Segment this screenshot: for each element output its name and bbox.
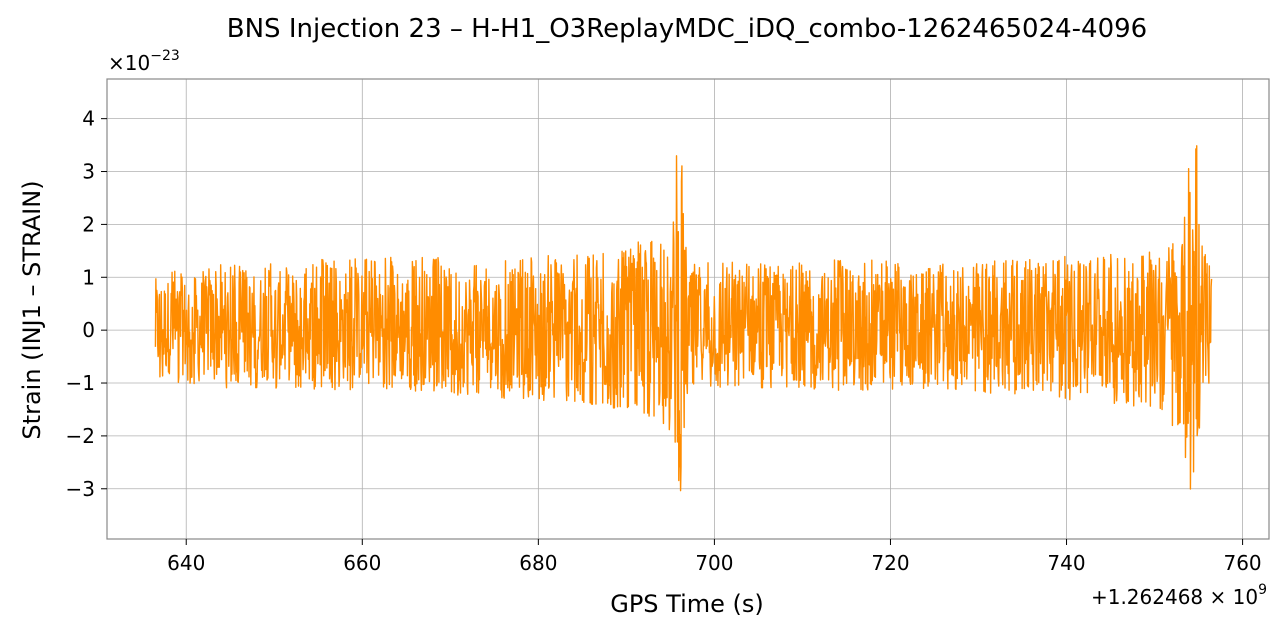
y-tick-label: −1 (66, 371, 95, 395)
y-tick-label: 1 (82, 265, 95, 289)
y-tick-labels: −3 −2 −1 0 1 2 3 4 (66, 107, 95, 501)
y-axis-multiplier-base: ×10 (108, 51, 150, 75)
x-tick-label: 720 (871, 551, 909, 575)
x-tick-labels: 640 660 680 700 720 740 760 (167, 551, 1262, 575)
x-axis-offset-base: +1.262468 × 10 (1091, 585, 1258, 609)
series-line (154, 145, 1213, 492)
x-axis-label: GPS Time (s) (610, 590, 764, 618)
x-tick-label: 740 (1047, 551, 1085, 575)
y-tick-label: −3 (66, 477, 95, 501)
plot-frame (106, 78, 1270, 540)
y-tick-label: −2 (66, 424, 95, 448)
x-tick-label: 640 (167, 551, 205, 575)
y-axis-label: Strain (INJ1 – STRAIN) (18, 180, 46, 439)
y-tick-label: 0 (82, 318, 95, 342)
y-tick-label: 2 (82, 212, 95, 236)
tick-marks (101, 118, 1244, 545)
y-tick-label: 4 (82, 107, 95, 131)
x-tick-label: 760 (1223, 551, 1261, 575)
x-tick-label: 700 (695, 551, 733, 575)
x-tick-label: 680 (519, 551, 557, 575)
x-axis-offset: +1.262468 × 109 (1091, 582, 1267, 609)
y-axis-multiplier-exponent: −23 (150, 48, 180, 64)
y-tick-label: 3 (82, 160, 95, 184)
chart-title: BNS Injection 23 – H-H1_O3ReplayMDC_iDQ_… (227, 14, 1147, 44)
y-axis-multiplier: ×10−23 (108, 48, 180, 75)
x-tick-label: 660 (343, 551, 381, 575)
x-axis-offset-exponent: 9 (1258, 582, 1267, 598)
